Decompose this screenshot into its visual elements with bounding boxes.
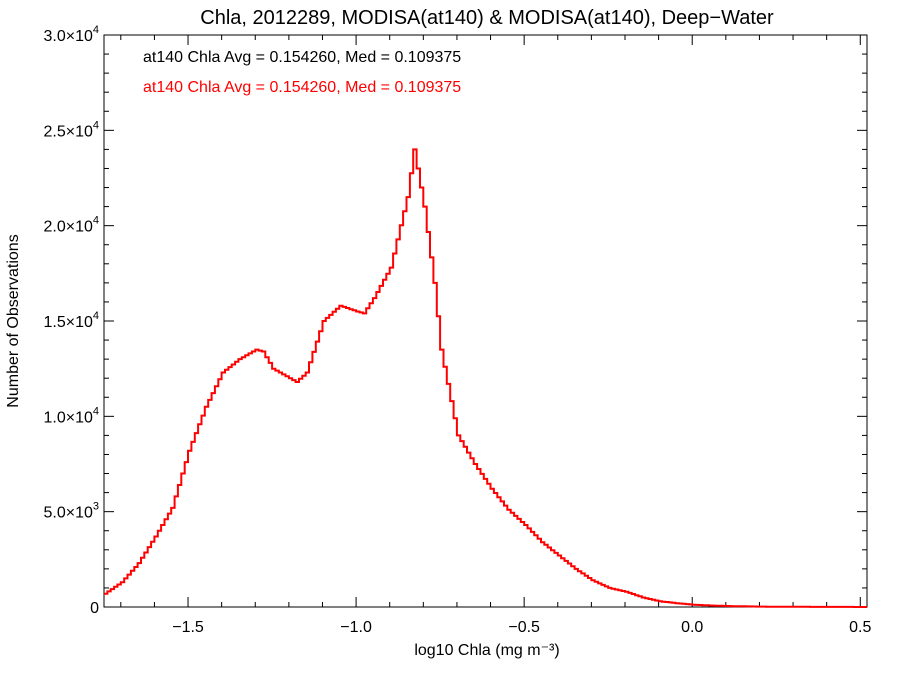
histogram-series bbox=[104, 148, 867, 608]
x-tick-label: −1.0 bbox=[340, 619, 372, 636]
y-tick-label: 0 bbox=[90, 600, 99, 617]
x-tick-label: −0.5 bbox=[508, 619, 540, 636]
x-axis: −1.5 −1.0 −0.5 0.0 0.5 bbox=[120, 35, 871, 636]
stats-annotation-black: at140 Chla Avg = 0.154260, Med = 0.10937… bbox=[143, 49, 461, 66]
x-tick-label: −1.5 bbox=[172, 619, 204, 636]
plot-frame bbox=[103, 34, 868, 608]
x-tick-label: 0.0 bbox=[681, 619, 703, 636]
y-tick-label: 2.5×104 bbox=[43, 119, 99, 140]
y-tick-label: 3.0×104 bbox=[43, 24, 99, 45]
x-tick-label: 0.5 bbox=[849, 619, 871, 636]
y-axis: 0 5.0×103 1.0×104 1.5×104 2.0×104 2.5×104 3.0×… bbox=[43, 24, 867, 617]
x-axis-label: log10 Chla (mg m⁻³) bbox=[414, 642, 559, 659]
y-axis-label: Number of Observations bbox=[5, 234, 22, 407]
y-tick-label: 1.0×104 bbox=[43, 405, 99, 426]
stats-annotation-red: at140 Chla Avg = 0.154260, Med = 0.10937… bbox=[143, 79, 461, 96]
y-tick-label: 1.5×104 bbox=[43, 310, 99, 331]
y-tick-label: 2.0×104 bbox=[43, 215, 99, 236]
chart-title: Chla, 2012289, MODISA(at140) & MODISA(at… bbox=[200, 7, 774, 29]
y-tick-label: 5.0×103 bbox=[43, 501, 99, 522]
